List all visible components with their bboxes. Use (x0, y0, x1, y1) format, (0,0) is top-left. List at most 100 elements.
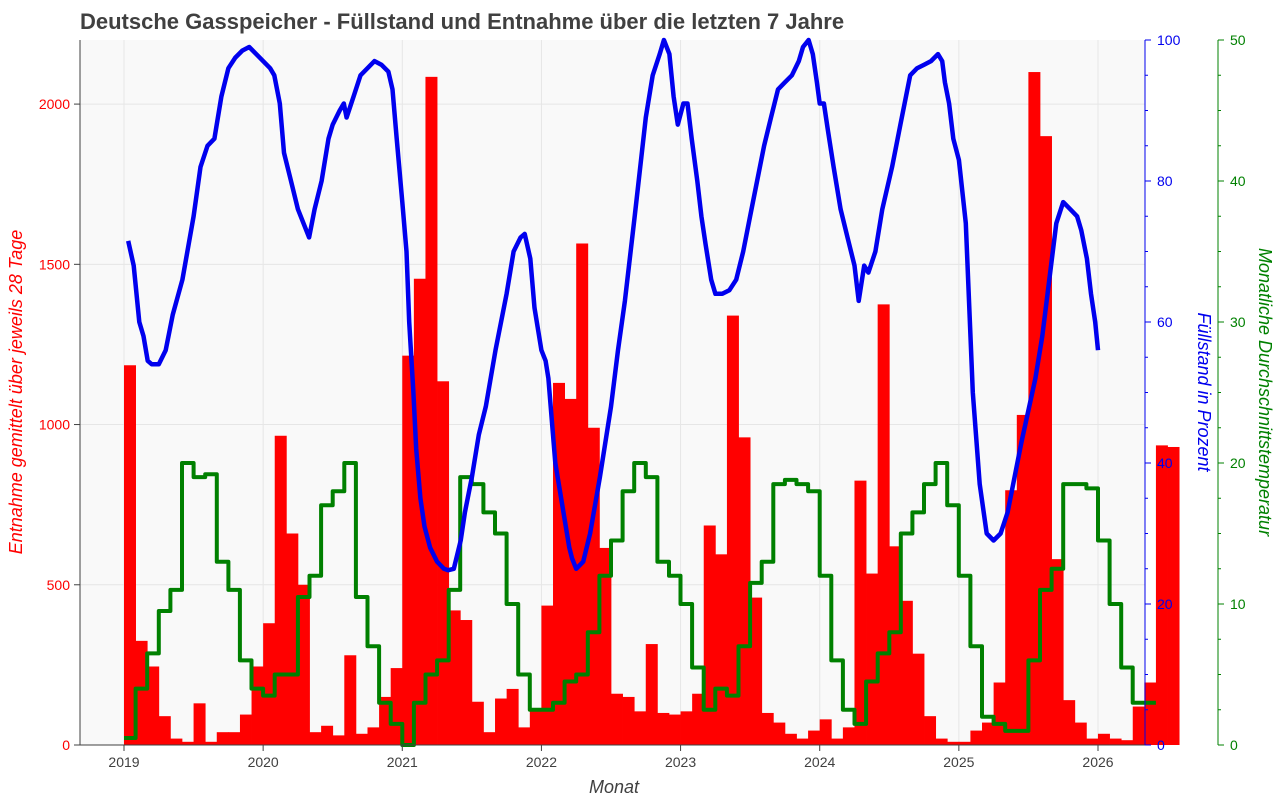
entnahme-bar (216, 732, 229, 745)
entnahme-bar (1063, 700, 1076, 745)
y-right2-tick-label: 50 (1230, 32, 1246, 48)
entnahme-bar (274, 435, 287, 745)
entnahme-bar (970, 730, 983, 745)
x-tick-label: 2025 (943, 754, 974, 770)
entnahme-bar (239, 714, 252, 745)
y-right1-tick-label: 100 (1157, 32, 1181, 48)
entnahme-bar (935, 738, 948, 745)
entnahme-bar (402, 355, 415, 745)
axes: 2019 2020 2021 2022 2023 2024 2025 202605001000… (39, 32, 1246, 770)
entnahme-bar (993, 682, 1006, 745)
y-left-tick-label: 500 (47, 577, 71, 593)
entnahme-bar (1016, 414, 1029, 745)
entnahme-bar (263, 623, 276, 745)
entnahme-bar (529, 711, 542, 745)
entnahme-bar (1144, 682, 1157, 745)
entnahme-bar (761, 712, 774, 745)
entnahme-bar (924, 716, 937, 745)
entnahme-bar (390, 668, 403, 745)
entnahme-bar (124, 365, 136, 745)
entnahme-bar (181, 741, 194, 745)
entnahme-bar (877, 304, 890, 746)
entnahme-bar (680, 711, 693, 745)
entnahme-bar (1039, 136, 1052, 745)
entnahme-bar (576, 243, 589, 746)
entnahme-bar (668, 714, 681, 745)
y-right2-tick-label: 10 (1230, 596, 1246, 612)
entnahme-bar (297, 584, 310, 745)
entnahme-bar (332, 735, 345, 745)
y-right1-tick-label: 40 (1157, 455, 1173, 471)
entnahme-bar (784, 733, 797, 745)
entnahme-bar (900, 600, 913, 745)
entnahme-bar (413, 278, 426, 745)
entnahme-bar (379, 696, 392, 745)
entnahme-bar (1109, 738, 1122, 745)
entnahme-bar (147, 666, 160, 745)
entnahme-bar (657, 712, 670, 745)
entnahme-bar (831, 738, 844, 745)
entnahme-bar (982, 722, 994, 745)
y-axis-right1-label: Füllstand in Prozent (1194, 312, 1214, 472)
entnahme-bar (448, 610, 461, 745)
x-tick-label: 2024 (804, 754, 835, 770)
entnahme-bar (495, 698, 508, 745)
entnahme-bar (135, 640, 148, 745)
y-left-tick-label: 0 (62, 737, 70, 753)
lines (124, 37, 1156, 747)
entnahme-bar (622, 696, 635, 745)
entnahme-bar (1132, 706, 1145, 745)
entnahme-bar (506, 688, 519, 745)
x-tick-label: 2026 (1082, 754, 1113, 770)
entnahme-bar (460, 620, 473, 745)
entnahme-bar (1005, 490, 1018, 745)
entnahme-bar (1097, 733, 1110, 745)
y-right2-tick-label: 30 (1230, 314, 1246, 330)
entnahme-bar (1086, 738, 1099, 745)
entnahme-bar (553, 382, 565, 745)
entnahme-bar (1028, 72, 1041, 746)
entnahme-bar (854, 480, 867, 746)
entnahme-bar (947, 741, 960, 745)
entnahme-bar (158, 716, 171, 745)
entnahme-bar (726, 315, 739, 745)
entnahme-bar (610, 693, 623, 745)
entnahme-bar (193, 703, 206, 745)
entnahme-bar (750, 597, 763, 745)
entnahme-bar (842, 727, 855, 746)
entnahme-bar (471, 701, 484, 745)
y-left-tick-label: 1000 (39, 417, 70, 433)
y-right1-tick-label: 20 (1157, 596, 1173, 612)
entnahme-bar (309, 732, 322, 745)
temperatur-line (124, 461, 1156, 747)
entnahme-bar (773, 722, 786, 745)
entnahme-bar (1074, 722, 1087, 745)
y-left-tick-label: 1500 (39, 256, 70, 272)
entnahme-bars (124, 72, 1180, 746)
x-tick-label: 2019 (108, 754, 139, 770)
fuellstand-line (126, 37, 1101, 573)
y-right1-tick-label: 0 (1157, 737, 1165, 753)
entnahme-bar (321, 725, 334, 745)
entnahme-bar (912, 653, 925, 745)
entnahme-bar (205, 741, 218, 745)
y-right2-tick-label: 20 (1230, 455, 1246, 471)
entnahme-bar (367, 727, 380, 746)
entnahme-bar (738, 437, 751, 745)
chart-title: Deutsche Gasspeicher - Füllstand und Ent… (80, 9, 844, 34)
entnahme-bar (425, 76, 438, 746)
y-right2-tick-label: 40 (1230, 173, 1246, 189)
y-axis-left-label: Entnahme gemittelt über jeweils 28 Tage (6, 230, 26, 555)
entnahme-bar (170, 738, 183, 745)
entnahme-bar (587, 427, 600, 745)
entnahme-bar (355, 733, 368, 745)
entnahme-bar (286, 533, 299, 745)
entnahme-bar (483, 732, 496, 745)
x-tick-label: 2020 (248, 754, 279, 770)
entnahme-bar (437, 381, 450, 745)
entnahme-bar (541, 605, 554, 745)
entnahme-bar (1167, 446, 1180, 745)
entnahme-bar (251, 666, 264, 745)
